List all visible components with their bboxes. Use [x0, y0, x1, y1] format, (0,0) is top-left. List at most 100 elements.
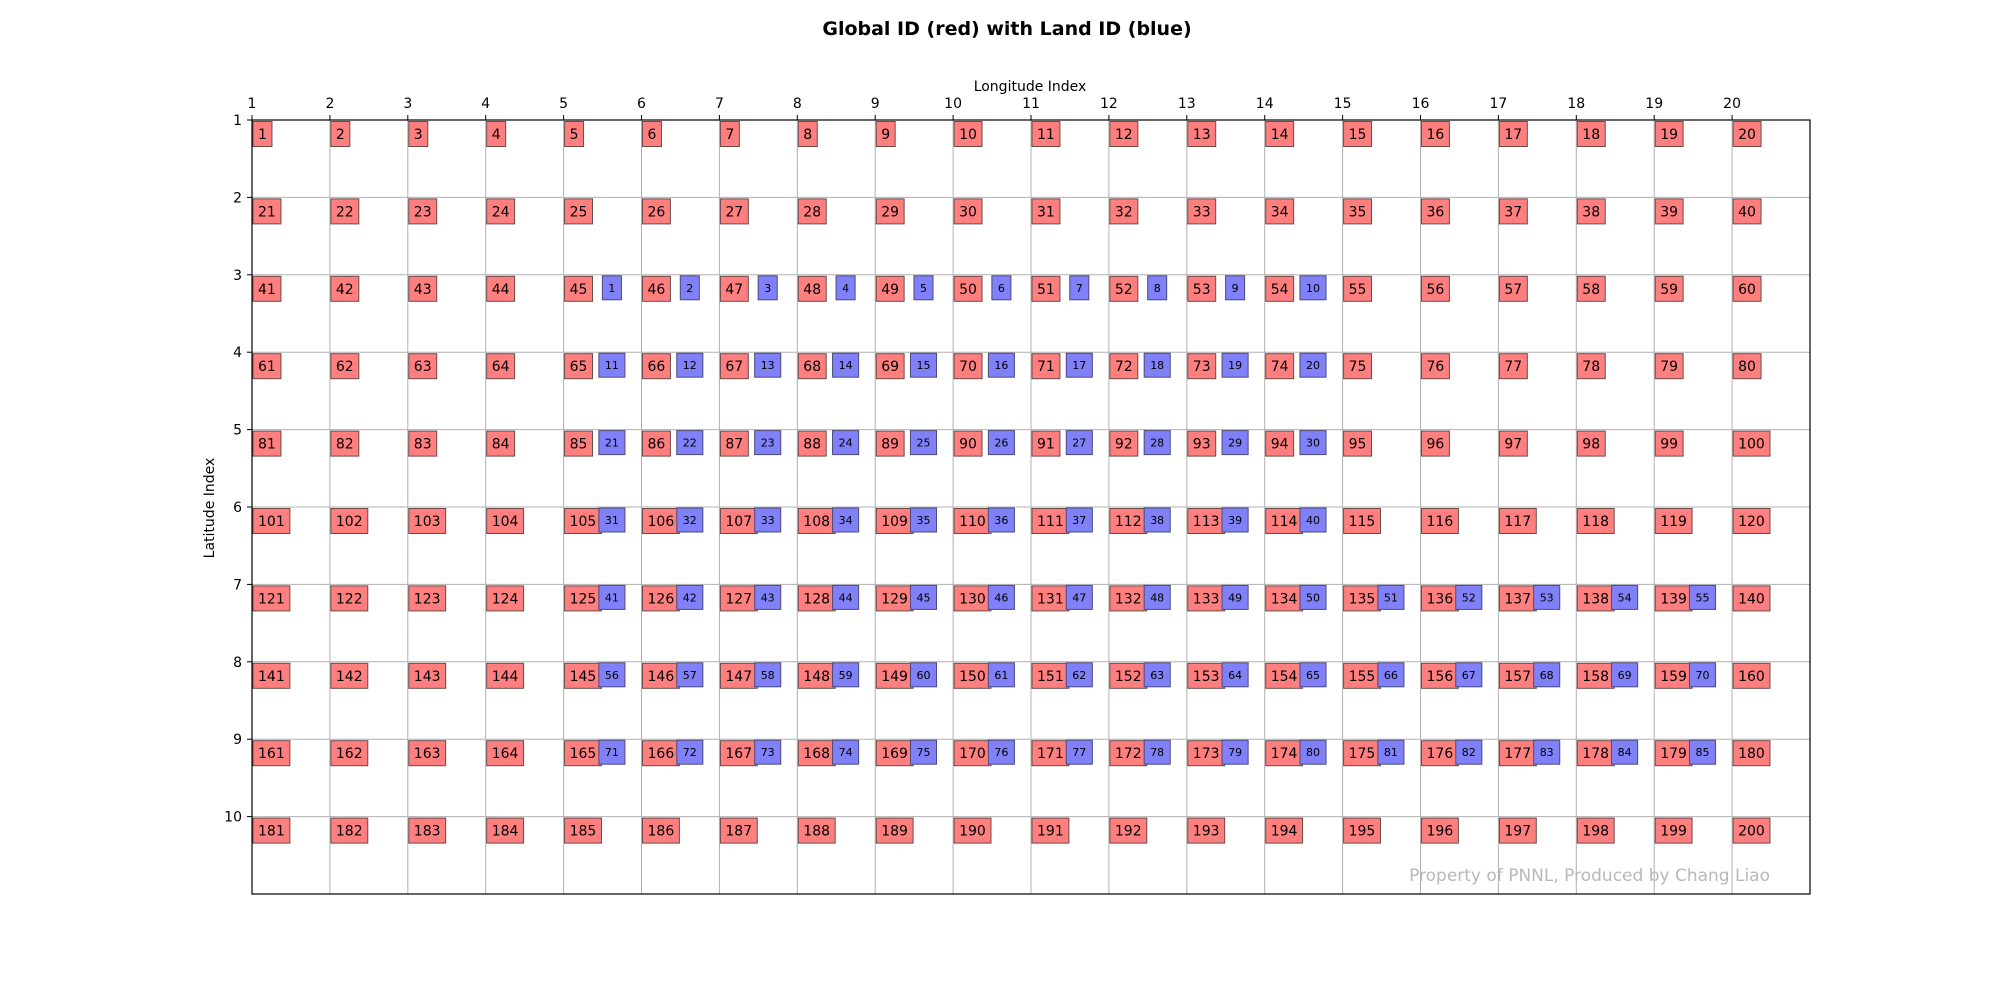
- land-id-cell: 13: [754, 352, 782, 378]
- global-id-label: 138: [1582, 591, 1609, 607]
- land-id-label: 46: [994, 591, 1008, 604]
- global-id-box: [1031, 662, 1070, 689]
- global-id-cell: 141: [252, 662, 291, 689]
- global-id-label: 70: [959, 359, 977, 375]
- global-id-cell: 69: [875, 353, 905, 380]
- global-id-cell: 197: [1498, 817, 1537, 844]
- global-id-cell: 153: [1187, 662, 1226, 689]
- land-id-box: [913, 275, 934, 301]
- global-id-label: 90: [959, 437, 977, 453]
- global-id-cell: 67: [719, 353, 749, 380]
- land-id-box: [676, 507, 704, 533]
- global-id-label: 57: [1504, 282, 1522, 298]
- global-id-box: [330, 508, 369, 534]
- global-id-box: [1421, 585, 1459, 612]
- global-id-box: [1031, 121, 1061, 147]
- global-id-label: 143: [414, 669, 441, 685]
- global-id-box: [642, 740, 680, 767]
- global-id-box: [953, 198, 983, 225]
- global-id-label: 160: [1738, 669, 1765, 685]
- land-id-box: [1455, 584, 1483, 610]
- global-id-box: [1031, 198, 1061, 225]
- global-id-cell: 9: [875, 121, 896, 147]
- land-id-box: [1147, 275, 1168, 301]
- global-id-label: 108: [803, 514, 830, 530]
- global-id-label: 22: [336, 204, 354, 220]
- land-id-cell: 39: [1221, 507, 1249, 533]
- global-id-box: [408, 353, 438, 380]
- land-id-box: [832, 739, 860, 765]
- land-id-cell: 31: [598, 507, 626, 533]
- global-id-box: [1421, 121, 1450, 147]
- land-id-label: 67: [1462, 669, 1476, 682]
- global-id-cell: 97: [1498, 430, 1528, 457]
- global-id-box: [1498, 508, 1537, 534]
- global-id-label: 7: [725, 127, 734, 143]
- global-id-box: [1732, 585, 1771, 612]
- global-id-cell: 52: [1109, 275, 1139, 302]
- global-id-cell: 13: [1187, 121, 1217, 147]
- land-id-label: 41: [605, 591, 619, 604]
- global-id-cell: 62: [330, 353, 360, 380]
- global-id-box: [486, 740, 525, 767]
- global-id-box: [1576, 662, 1615, 689]
- global-id-cell: 19: [1654, 121, 1684, 147]
- global-id-cell: 142: [330, 662, 369, 689]
- global-id-box: [330, 121, 351, 147]
- global-id-cell: 112: [1109, 508, 1148, 534]
- y-axis-label: Latitude Index: [202, 458, 218, 559]
- global-id-label: 132: [1115, 591, 1142, 607]
- global-id-label: 98: [1582, 437, 1600, 453]
- land-id-cell: 37: [1065, 507, 1093, 533]
- global-id-label: 9: [881, 127, 890, 143]
- global-id-cell: 132: [1109, 585, 1148, 612]
- global-id-cell: 109: [875, 508, 914, 534]
- land-id-cell: 22: [676, 430, 704, 456]
- global-id-cell: 152: [1109, 662, 1148, 689]
- global-id-label: 114: [1271, 514, 1298, 530]
- global-id-box: [564, 662, 602, 689]
- x-tick-label: 16: [1412, 96, 1430, 112]
- global-id-box: [1732, 508, 1771, 534]
- global-id-box: [1654, 121, 1684, 147]
- global-id-box: [1109, 275, 1139, 302]
- global-id-label: 30: [959, 204, 977, 220]
- global-id-box: [1343, 508, 1381, 534]
- global-id-cell: 179: [1654, 740, 1693, 767]
- global-id-label: 110: [959, 514, 986, 530]
- global-id-cell: 135: [1343, 585, 1381, 612]
- land-id-label: 63: [1150, 669, 1164, 682]
- global-id-label: 91: [1037, 437, 1055, 453]
- global-id-cell: 191: [1031, 817, 1070, 844]
- global-id-label: 21: [258, 204, 276, 220]
- global-id-cell: 48: [797, 275, 827, 302]
- global-id-label: 179: [1660, 746, 1687, 762]
- global-id-cell: 101: [252, 508, 291, 534]
- land-id-cell: 45: [909, 584, 938, 610]
- land-id-cell: 77: [1065, 739, 1093, 765]
- land-id-cell: 51: [1377, 584, 1405, 610]
- global-id-cell: 93: [1187, 430, 1217, 457]
- global-id-cell: 134: [1265, 585, 1304, 612]
- global-id-cell: 144: [486, 662, 525, 689]
- global-id-label: 99: [1660, 437, 1678, 453]
- land-id-cell: 47: [1065, 584, 1093, 610]
- x-tick-label: 10: [944, 96, 962, 112]
- global-id-cell: 88: [797, 430, 827, 457]
- global-id-label: 181: [258, 824, 285, 840]
- global-id-box: [1498, 121, 1528, 147]
- x-tick-label: 17: [1489, 96, 1507, 112]
- global-id-label: 153: [1193, 669, 1220, 685]
- land-id-cell: 69: [1611, 662, 1639, 688]
- land-id-box: [1299, 352, 1327, 378]
- global-id-cell: 194: [1265, 817, 1304, 844]
- global-id-label: 167: [725, 746, 752, 762]
- land-id-label: 27: [1072, 437, 1086, 450]
- global-id-label: 191: [1037, 824, 1064, 840]
- global-id-cell: 183: [408, 817, 447, 844]
- global-id-cell: 87: [719, 430, 749, 457]
- global-id-box: [1031, 585, 1070, 612]
- global-id-cell: 99: [1654, 430, 1684, 457]
- global-id-cell: 130: [953, 585, 992, 612]
- global-id-label: 126: [648, 591, 675, 607]
